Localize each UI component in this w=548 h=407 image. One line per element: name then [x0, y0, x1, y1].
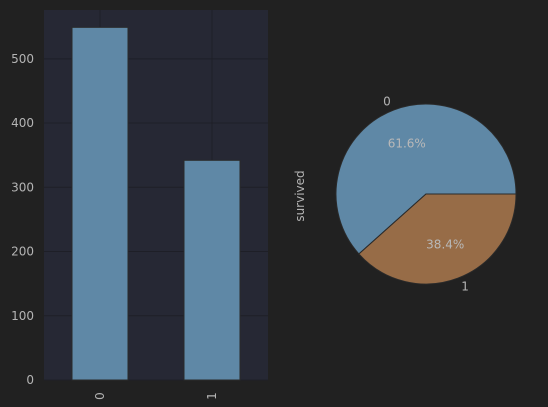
y-tick-label: 500 — [11, 52, 34, 66]
pie-slice-0 — [335, 103, 517, 255]
bar-0 — [71, 26, 129, 381]
bar-marks — [71, 26, 241, 381]
pie-category-label: 1 — [461, 279, 469, 293]
pie-labels: 0 61.6% 1 38.4% — [383, 95, 469, 294]
x-tick-label: 0 — [93, 392, 107, 400]
y-tick-label: 400 — [11, 116, 34, 130]
bar-1 — [183, 159, 241, 381]
y-tick-label: 300 — [11, 180, 34, 194]
pie-percent-label: 61.6% — [388, 137, 426, 151]
bar-y-ticks: 0 100 200 300 400 500 — [11, 52, 34, 387]
y-tick-label: 0 — [26, 373, 34, 387]
pie-y-axis-label: survived — [293, 170, 307, 221]
pie-slices — [335, 103, 517, 285]
y-tick-label: 100 — [11, 309, 34, 323]
pie-slice-1 — [358, 193, 517, 285]
pie-category-label: 0 — [383, 95, 391, 109]
y-tick-label: 200 — [11, 245, 34, 259]
pie-chart: survived 0 61.6% 1 38.4% — [293, 95, 517, 294]
pie-percent-label: 38.4% — [426, 237, 464, 251]
x-tick-label: 1 — [205, 392, 219, 400]
